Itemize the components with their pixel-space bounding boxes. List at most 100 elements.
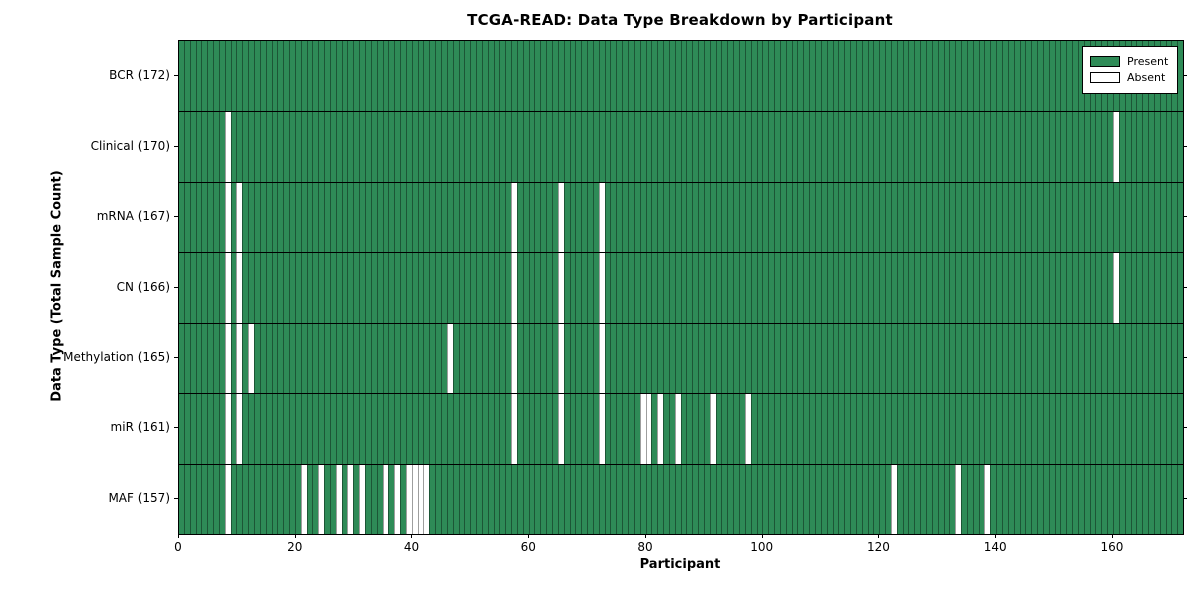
present-cell: [283, 394, 290, 464]
present-cell: [890, 41, 897, 112]
present-cell: [1136, 394, 1143, 464]
present-cell: [440, 182, 447, 253]
present-cell: [779, 182, 786, 253]
x-tick-label: 40: [403, 540, 420, 554]
present-cell: [1072, 253, 1078, 323]
present-cell: [1066, 41, 1073, 112]
present-cell: [937, 323, 944, 394]
present-cell: [423, 182, 430, 253]
present-cell: [715, 394, 722, 464]
present-cell: [885, 253, 891, 323]
present-cell: [277, 41, 284, 112]
present-cell: [259, 182, 266, 253]
present-cell: [522, 394, 529, 464]
present-cell: [411, 394, 418, 464]
present-cell: [265, 253, 272, 323]
present-cell: [814, 464, 821, 534]
present-cell: [271, 323, 278, 394]
present-cell: [1001, 394, 1008, 464]
present-cell: [1159, 112, 1166, 182]
present-cell: [809, 394, 815, 464]
present-cell: [826, 394, 833, 464]
present-cell: [779, 253, 786, 323]
present-cell: [785, 253, 792, 323]
present-cell: [943, 464, 950, 534]
present-cell: [616, 182, 623, 253]
present-cell: [1025, 253, 1032, 323]
present-cell: [1060, 464, 1067, 534]
present-cell: [405, 182, 412, 253]
present-cell: [464, 394, 471, 464]
present-cell: [195, 41, 202, 112]
present-cell: [698, 41, 704, 112]
present-cell: [978, 394, 985, 464]
present-cell: [1083, 323, 1090, 394]
present-cell: [1042, 253, 1049, 323]
present-cell: [1048, 182, 1055, 253]
present-cell: [756, 394, 763, 464]
present-cell: [341, 394, 348, 464]
present-cell: [464, 112, 471, 182]
x-tick: [528, 534, 530, 538]
present-cell: [347, 41, 354, 112]
present-cell: [961, 182, 967, 253]
present-cell: [581, 464, 588, 534]
present-cell: [218, 394, 225, 464]
absent-cell: [598, 253, 605, 323]
present-cell: [1089, 464, 1096, 534]
present-cell: [183, 323, 190, 394]
present-cell: [779, 41, 786, 112]
present-cell: [1031, 394, 1038, 464]
present-cell: [692, 394, 699, 464]
present-cell: [552, 41, 558, 112]
present-cell: [1031, 464, 1038, 534]
present-cell: [879, 41, 886, 112]
present-cell: [1153, 253, 1160, 323]
present-cell: [850, 182, 856, 253]
present-cell: [1001, 253, 1008, 323]
present-cell: [1054, 182, 1061, 253]
present-cell: [1042, 394, 1049, 464]
present-cell: [610, 253, 617, 323]
present-cell: [674, 253, 681, 323]
present-cell: [516, 323, 523, 394]
absent-cell: [224, 394, 231, 464]
row-mrna: [179, 181, 1184, 253]
present-cell: [972, 464, 979, 534]
present-cell: [516, 112, 523, 182]
present-cell: [926, 112, 932, 182]
y-tick-right: [1183, 427, 1187, 429]
present-cell: [598, 112, 605, 182]
present-cell: [312, 464, 319, 534]
present-cell: [1037, 464, 1043, 534]
present-cell: [452, 323, 459, 394]
present-cell: [195, 112, 202, 182]
present-cell: [1107, 323, 1113, 394]
present-cell: [318, 253, 325, 323]
present-cell: [914, 182, 921, 253]
present-cell: [610, 464, 617, 534]
present-cell: [189, 182, 196, 253]
present-cell: [627, 112, 634, 182]
present-cell: [668, 323, 675, 394]
present-cell: [271, 112, 278, 182]
present-cell: [873, 41, 880, 112]
present-cell: [844, 394, 851, 464]
present-cell: [663, 464, 669, 534]
present-cell: [703, 41, 710, 112]
present-cell: [943, 323, 950, 394]
present-cell: [949, 182, 956, 253]
present-cell: [289, 253, 295, 323]
present-cell: [575, 41, 582, 112]
present-cell: [744, 464, 751, 534]
present-cell: [388, 394, 395, 464]
present-cell: [873, 464, 880, 534]
present-cell: [400, 112, 406, 182]
present-cell: [1118, 394, 1125, 464]
present-cell: [189, 253, 196, 323]
present-cell: [1019, 323, 1026, 394]
present-cell: [1037, 394, 1043, 464]
present-cell: [984, 112, 991, 182]
present-cell: [458, 112, 465, 182]
present-cell: [844, 112, 851, 182]
